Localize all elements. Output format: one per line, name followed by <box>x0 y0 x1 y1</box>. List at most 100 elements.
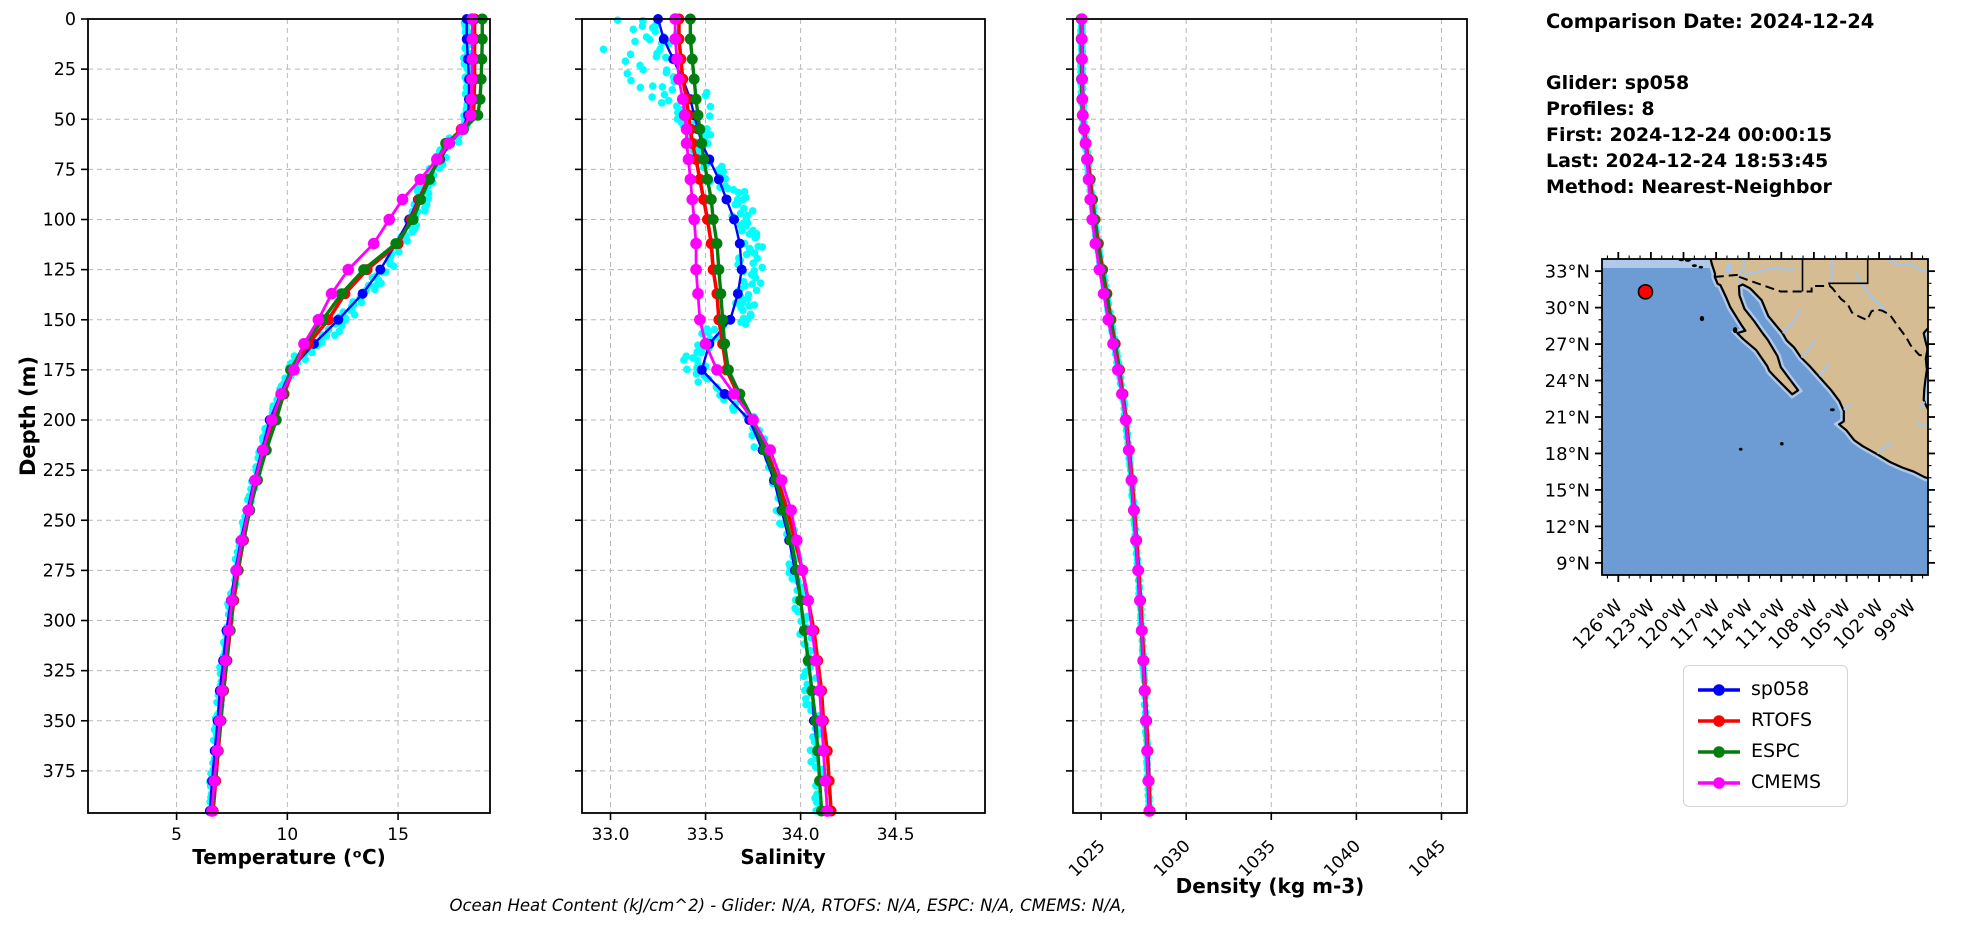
sp058-marker <box>375 264 386 275</box>
x-tick-label: 34.5 <box>877 825 915 845</box>
raw-scatter-point <box>331 331 339 340</box>
map-lat-tick-label: 27°N <box>1545 335 1590 356</box>
cmems-marker <box>1086 213 1099 226</box>
cmems-marker <box>1132 564 1144 577</box>
raw-scatter-point <box>745 244 754 253</box>
raw-scatter-point <box>706 102 715 111</box>
cmems-marker <box>236 534 248 547</box>
raw-scatter-point <box>662 53 670 62</box>
salinity-profile-panel: 33.0 33.5 34.0 34.5 <box>575 13 986 845</box>
raw-scatter-point <box>645 35 654 44</box>
raw-scatter-point <box>799 672 808 681</box>
cmems-marker <box>1143 805 1156 817</box>
cmems-marker <box>383 213 396 226</box>
raw-scatter-point <box>729 406 738 414</box>
cmems-marker <box>396 193 409 206</box>
rtofs-marker <box>694 173 706 185</box>
espc-marker <box>722 364 734 376</box>
map-state-border <box>1828 259 1869 287</box>
cmems-marker <box>367 237 380 250</box>
raw-scatter-point <box>599 45 608 54</box>
depth-tick-label: 25 <box>54 60 76 80</box>
cmems-marker <box>688 213 700 226</box>
raw-scatter-point <box>668 85 677 94</box>
cmems-marker <box>669 33 681 45</box>
raw-scatter-point <box>357 298 366 307</box>
espc-marker <box>415 193 427 205</box>
ocean-heat-content-caption: Ocean Heat Content (kJ/cm^2) - Glider: N… <box>449 896 1127 915</box>
cmems-marker <box>1125 474 1138 486</box>
last-profile-time-text: Last: 2024-12-24 18:53:45 <box>1546 150 1829 172</box>
sp058-marker <box>713 174 724 185</box>
glider-position-marker <box>1637 284 1654 300</box>
map-lat-tick-label: 21°N <box>1545 408 1590 429</box>
raw-scatter-point <box>734 188 743 197</box>
cmems-marker <box>1141 745 1153 757</box>
cmems-marker <box>1116 388 1128 400</box>
raw-scatter-point <box>649 82 657 90</box>
espc-marker <box>336 288 348 300</box>
cmems-marker <box>1142 775 1155 787</box>
espc-marker <box>684 33 696 45</box>
method-text: Method: Nearest-Neighbor <box>1546 176 1832 198</box>
cmems-marker <box>219 654 232 667</box>
raw-scatter-point <box>756 279 765 287</box>
raw-scatter-point <box>749 259 757 267</box>
depth-tick-label: 125 <box>43 261 76 281</box>
map-river <box>1782 309 1802 334</box>
raw-scatter-point <box>745 230 754 238</box>
map-island <box>1699 315 1705 322</box>
cmems-marker <box>673 73 685 85</box>
depth-tick-label: 50 <box>54 110 76 130</box>
legend-item-cmems: CMEMS <box>1684 773 1847 792</box>
x-tick-label: 10 <box>277 825 299 845</box>
depth-tick-label: 325 <box>43 662 76 682</box>
cmems-marker <box>464 109 477 122</box>
cmems-marker <box>1138 684 1151 697</box>
cmems-marker <box>810 654 822 667</box>
raw-scatter-point <box>737 303 745 312</box>
cmems-marker <box>312 313 325 326</box>
cmems-marker <box>791 534 803 547</box>
cmems-marker <box>465 93 477 106</box>
cmems-marker <box>1080 153 1093 166</box>
espc-marker <box>694 123 706 135</box>
depth-tick-label: 100 <box>43 211 76 231</box>
depth-tick-label: 225 <box>43 461 76 481</box>
cmems-marker <box>1089 237 1102 250</box>
cmems-marker <box>1082 173 1095 186</box>
espc-marker <box>390 238 402 250</box>
cmems-marker <box>821 805 834 817</box>
espc-marker <box>475 73 487 85</box>
cmems-marker <box>775 474 788 486</box>
x-tick-label: 34.0 <box>782 825 820 845</box>
glider-id-text: Glider: sp058 <box>1546 72 1690 94</box>
map-lat-tick-label: 30°N <box>1545 298 1590 319</box>
cmems-marker <box>676 93 689 106</box>
map-land <box>1709 259 1928 480</box>
cmems-marker <box>817 745 830 757</box>
cmems-marker <box>1140 714 1152 727</box>
raw-scatter-point <box>742 193 750 202</box>
cmems-marker <box>443 137 455 150</box>
legend-label: ESPC <box>1751 740 1800 762</box>
legend-label: CMEMS <box>1751 771 1822 793</box>
raw-scatter-point <box>748 207 757 215</box>
depth-tick-label: 175 <box>43 361 76 381</box>
espc-marker <box>686 53 698 65</box>
cmems-marker <box>699 338 712 350</box>
cmems-marker <box>414 173 427 186</box>
cmems-marker <box>728 388 740 400</box>
map-us-mexico-border <box>1714 273 1928 358</box>
map-lat-tick-label: 12°N <box>1545 517 1590 538</box>
cmems-line-sample-icon <box>1698 776 1740 789</box>
cmems-marker <box>680 137 693 150</box>
cmems-marker <box>230 564 243 577</box>
map-river <box>1800 339 1816 359</box>
map-lat-tick-label: 9°N <box>1556 553 1590 574</box>
cmems-marker <box>466 53 479 65</box>
raw-scatter-point <box>627 76 635 85</box>
raw-scatter-point <box>793 607 802 616</box>
raw-scatter-point <box>741 281 750 290</box>
